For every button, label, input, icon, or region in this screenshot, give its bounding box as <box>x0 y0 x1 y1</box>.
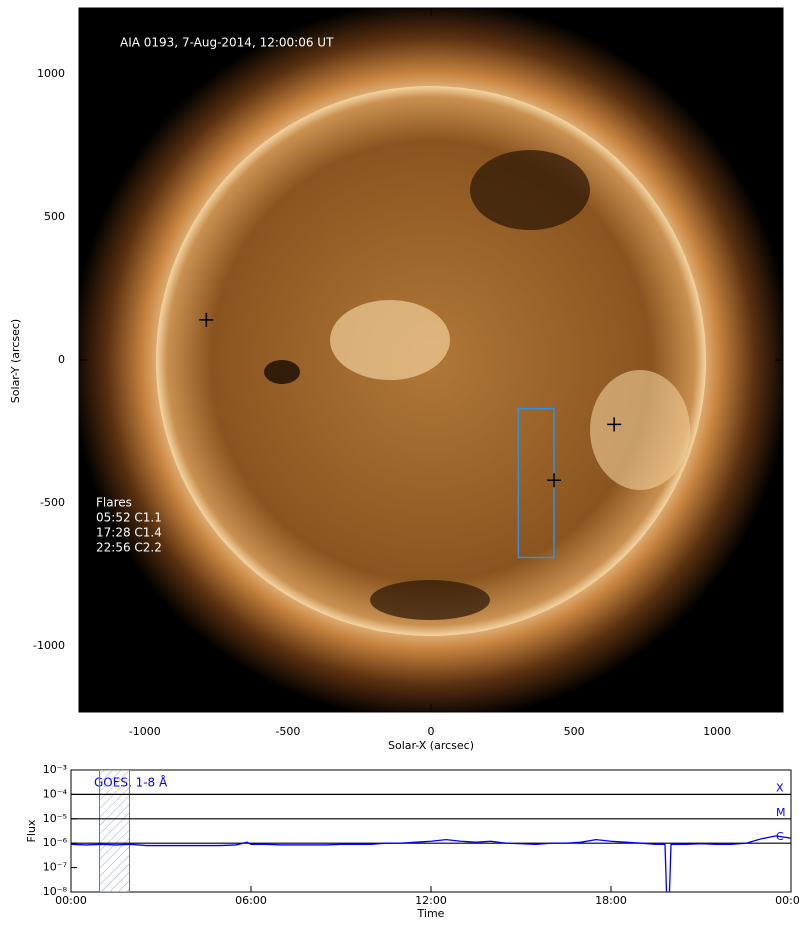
coronal-hole <box>264 360 300 384</box>
x-tick-label: 12:00 <box>415 894 447 907</box>
y-tick-label: 10⁻⁵ <box>43 812 67 825</box>
x-tick-label: 1000 <box>703 725 731 738</box>
y-tick-label: 1000 <box>37 67 65 80</box>
y-tick-label: -1000 <box>33 639 65 652</box>
x-tick-label: 0 <box>428 725 435 738</box>
x-tick-label: 00:00 <box>775 894 799 907</box>
coronal-hole <box>370 580 490 620</box>
y-tick-label: 10⁻⁷ <box>43 861 67 874</box>
x-axis-label: Time <box>417 907 445 920</box>
active-region <box>330 300 450 380</box>
y-axis-label: Solar-Y (arcsec) <box>9 319 22 403</box>
flux-line <box>71 835 791 892</box>
y-tick-label: 10⁻⁶ <box>43 836 68 849</box>
flare-entry: 17:28 C1.4 <box>96 526 162 540</box>
class-level-label: X <box>776 781 784 794</box>
coronal-hole <box>470 150 590 230</box>
flare-entry: 05:52 C1.1 <box>96 511 162 525</box>
flare-marker <box>547 473 562 488</box>
class-level-label: M <box>776 806 786 819</box>
plot-frame <box>70 769 792 893</box>
flare-entry: 22:56 C2.2 <box>96 541 162 555</box>
y-tick-label: 0 <box>58 353 65 366</box>
chart-title: AIA 0193, 7-Aug-2014, 12:00:06 UT <box>120 36 334 50</box>
y-tick-label: 10⁻⁴ <box>43 787 68 800</box>
flare-marker <box>607 417 622 432</box>
sun-image <box>79 8 783 712</box>
y-tick-label: -500 <box>40 496 65 509</box>
x-tick-label: -1000 <box>129 725 161 738</box>
active-region <box>590 370 690 490</box>
plot-area <box>71 770 791 892</box>
x-axis-label: Solar-X (arcsec) <box>388 739 474 752</box>
y-tick-label: 500 <box>44 210 65 223</box>
shaded-window <box>99 770 130 892</box>
class-level-label: C <box>776 830 784 843</box>
y-tick-label: 10⁻³ <box>43 763 67 776</box>
flare-entry: Flares <box>96 496 132 510</box>
flare-marker <box>199 312 214 327</box>
y-axis-label: Flux <box>25 819 38 842</box>
y-tick-label: 10⁻⁸ <box>43 885 68 898</box>
x-tick-label: -500 <box>275 725 300 738</box>
x-tick-label: 18:00 <box>595 894 627 907</box>
x-tick-label: 00:00 <box>55 894 87 907</box>
x-tick-label: 500 <box>564 725 585 738</box>
x-tick-label: 06:00 <box>235 894 267 907</box>
